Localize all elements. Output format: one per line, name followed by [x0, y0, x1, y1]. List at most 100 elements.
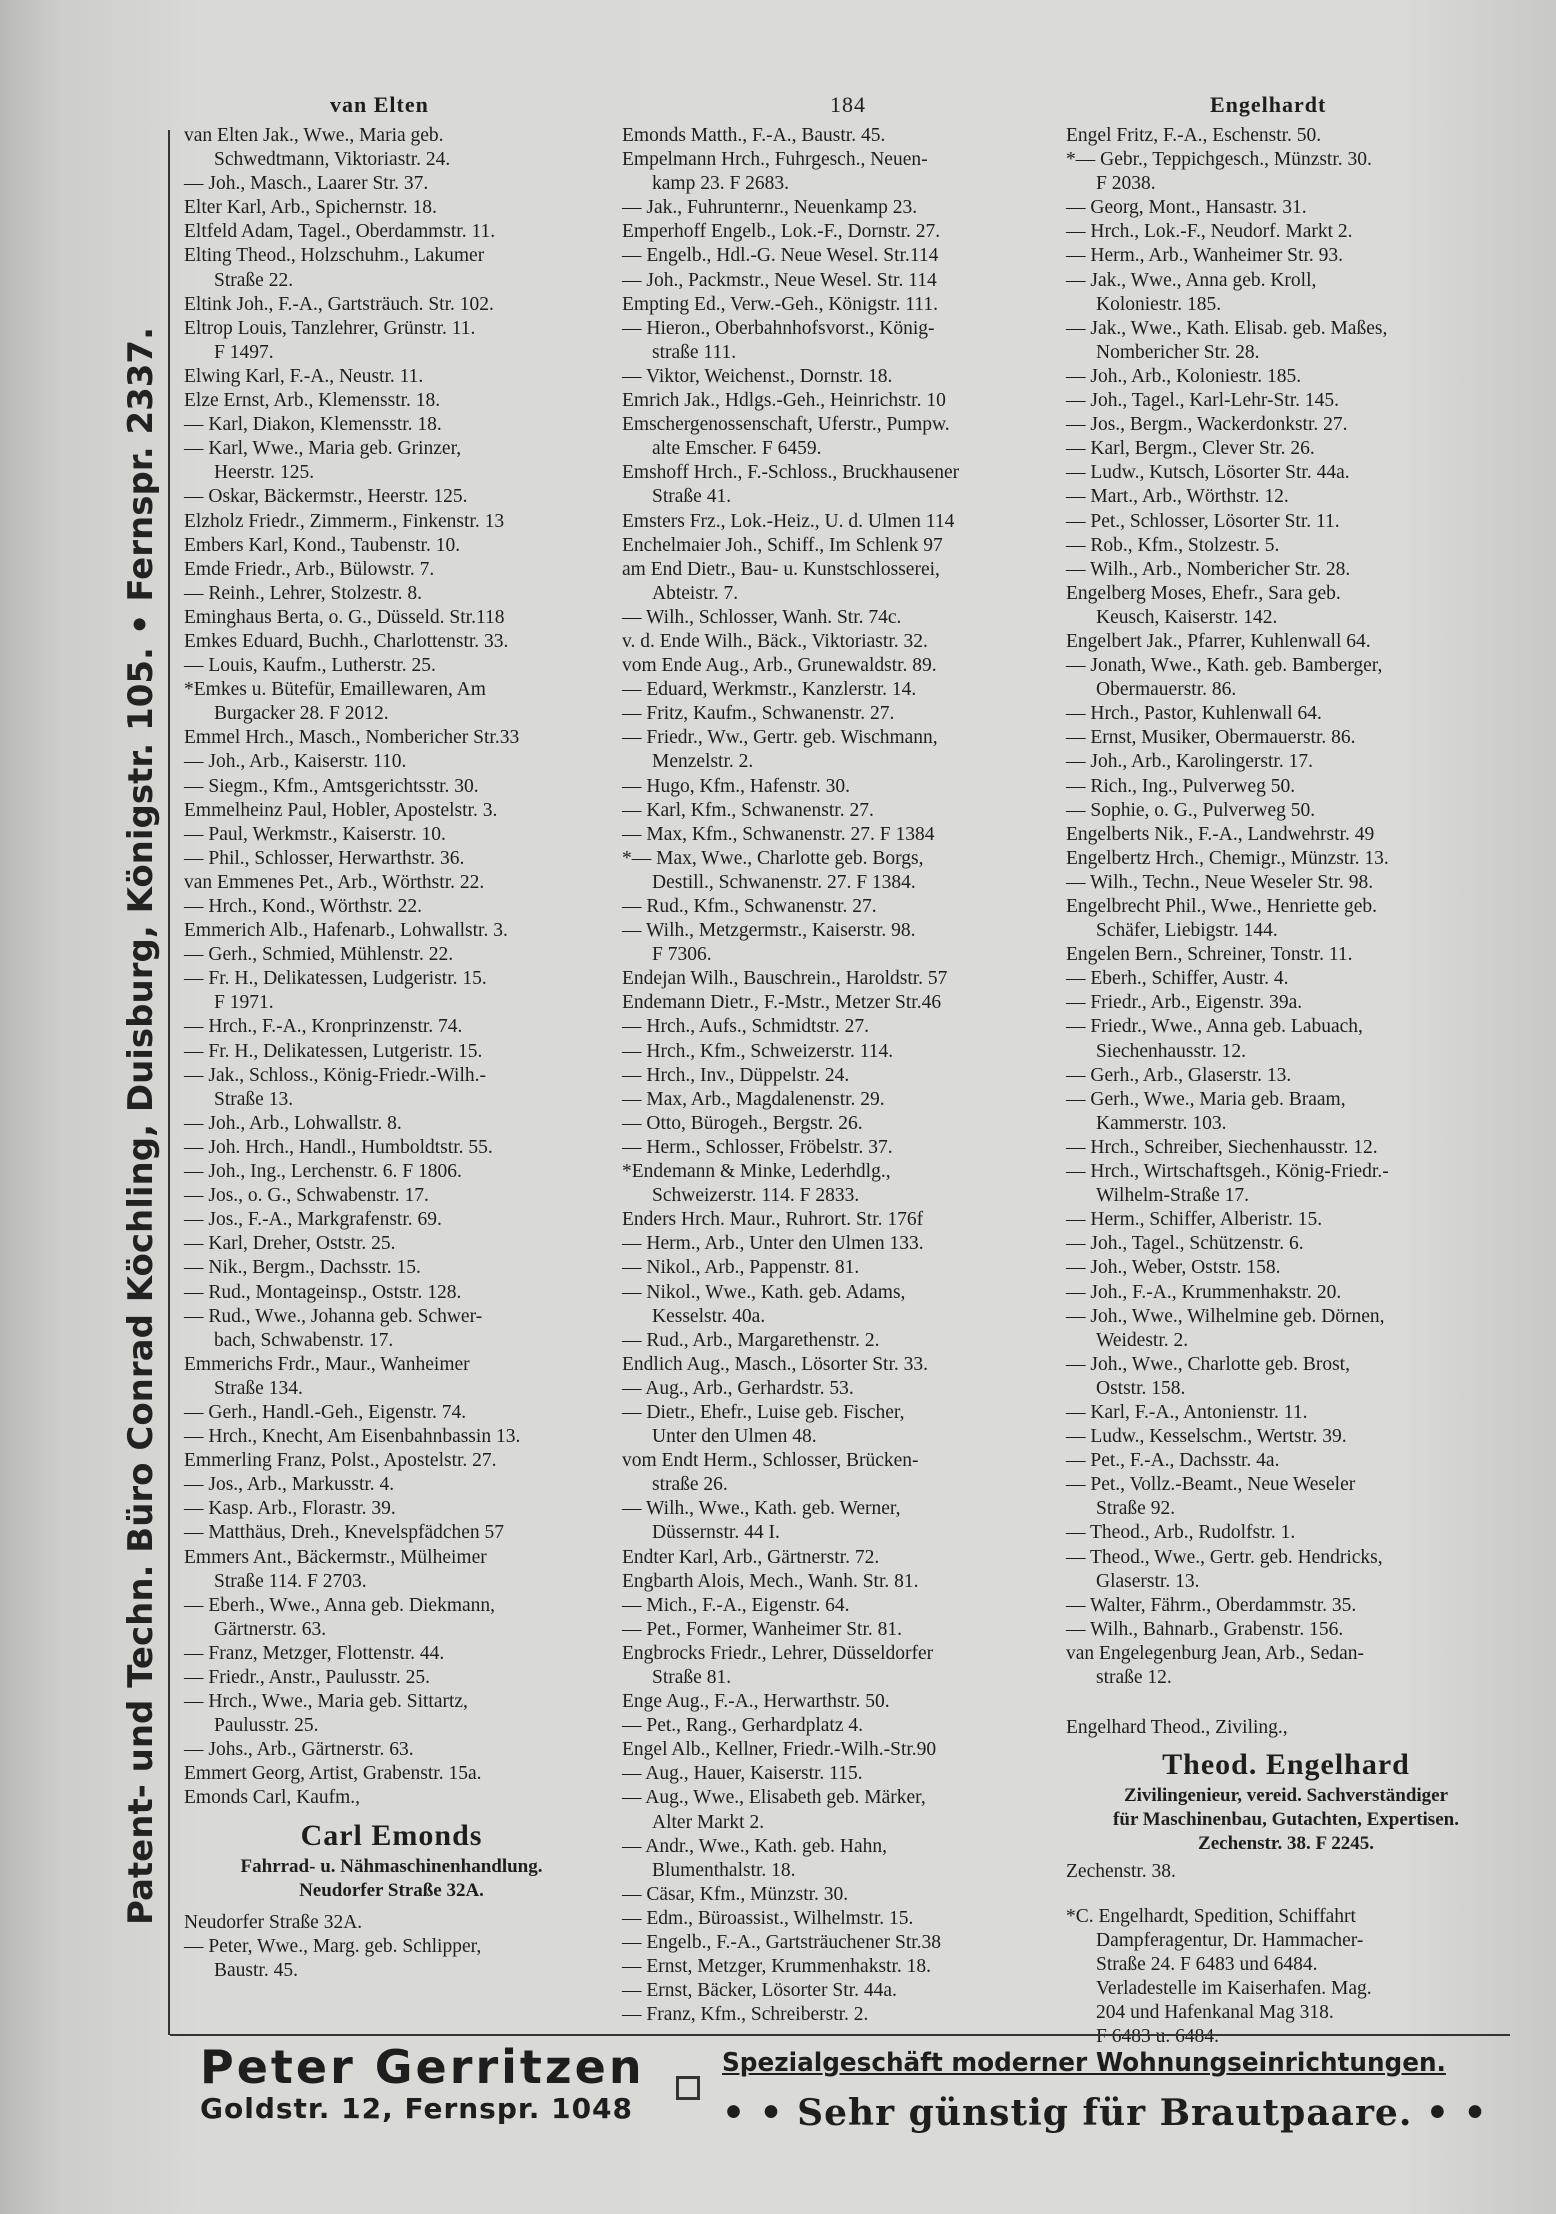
entry-line: — Cäsar, Kfm., Münzstr. 30.	[622, 1883, 849, 1905]
entry: Emmerichs Frdr., Maur., Wanheimer Straße …	[184, 1353, 599, 1401]
entry: — Nikol., Wwe., Kath. geb. Adams, Kessels…	[622, 1281, 1052, 1329]
entry: Emmelheinz Paul, Hobler, Apostelstr. 3.	[184, 799, 599, 823]
entry: — Friedr., Anstr., Paulusstr. 25.	[184, 1666, 599, 1690]
entry-line: Straße 41.	[652, 486, 732, 508]
entry-line: — Karl, F.-A., Antonienstr. 11.	[1066, 1401, 1308, 1423]
entry: — Rud., Kfm., Schwanenstr. 27.	[622, 895, 1052, 919]
entry-line: — Franz, Metzger, Flottenstr. 44.	[184, 1642, 445, 1664]
entry-line: — Joh. Hrch., Handl., Humboldtstr. 55.	[184, 1136, 493, 1158]
entry: — Siegm., Kfm., Amtsgerichtsstr. 30.	[184, 775, 599, 799]
entry-line: Straße 114. F 2703.	[214, 1570, 367, 1592]
side-advert: Patent- und Techn. Büro Conrad Köchling,…	[121, 326, 161, 1926]
entry: Elter Karl, Arb., Spichernstr. 18.	[184, 196, 599, 220]
entry-line: Dampferagentur, Dr. Hammacher-	[1096, 1929, 1364, 1951]
entry-line: — Phil., Schlosser, Herwarthstr. 36.	[184, 847, 465, 869]
entry: — Johs., Arb., Gärtnerstr. 63.	[184, 1738, 599, 1762]
entry-line: Empelmann Hrch., Fuhrgesch., Neuen-	[622, 149, 928, 171]
entry: — Gerh., Arb., Glaserstr. 13.	[1066, 1064, 1506, 1088]
entry-line: Endejan Wilh., Bauschrein., Haroldstr. 5…	[622, 968, 948, 990]
advert-line: Fahrrad- u. Nähmaschinenhandlung.	[240, 1855, 543, 1877]
advert-name: Carl Emonds	[300, 1818, 483, 1852]
entry-line: — Karl, Kfm., Schwanenstr. 27.	[622, 799, 874, 821]
entry-line: *— Gebr., Teppichgesch., Münzstr. 30.	[1066, 149, 1372, 171]
column: Emonds Matth., F.-A., Baustr. 45. Empelma…	[622, 124, 1052, 2027]
entry-line: — Herm., Arb., Wanheimer Str. 93.	[1066, 245, 1343, 267]
header-left: van Elten	[330, 92, 429, 117]
entry: Engelbertz Hrch., Chemigr., Münzstr. 13.	[1066, 847, 1506, 871]
entry: — Hrch., Kfm., Schweizerstr. 114.	[622, 1040, 1052, 1064]
entry-line: Straße 92.	[1096, 1498, 1176, 1520]
entry-line: — Rich., Ing., Pulverweg 50.	[1066, 775, 1296, 797]
entry: Endlich Aug., Masch., Lösorter Str. 33.	[622, 1353, 1052, 1377]
entry: — Wilh., Arb., Nombericher Str. 28.	[1066, 558, 1506, 582]
entry-line: — Max, Kfm., Schwanenstr. 27. F 1384	[622, 823, 935, 845]
entry-line: Elter Karl, Arb., Spichernstr. 18.	[184, 197, 437, 219]
entry-line: Engelberg Moses, Ehefr., Sara geb.	[1066, 582, 1341, 604]
entry-line: — Theod., Arb., Rudolfstr. 1.	[1066, 1522, 1296, 1544]
entry-line: — Wilh., Techn., Neue Weseler Str. 98.	[1066, 871, 1374, 893]
entry-line: — Jos., Bergm., Wackerdonkstr. 27.	[1066, 414, 1348, 436]
entry-line: alte Emscher. F 6459.	[652, 438, 822, 460]
entry: — Franz, Metzger, Flottenstr. 44.	[184, 1642, 599, 1666]
entry: — Jos., Bergm., Wackerdonkstr. 27.	[1066, 413, 1506, 437]
entry: — Herm., Schiffer, Alberistr. 15.	[1066, 1208, 1506, 1232]
entry-line: Düssernstr. 44 I.	[652, 1522, 780, 1544]
entry-line: straße 12.	[1096, 1667, 1172, 1688]
entry: — Joh., Arb., Lohwallstr. 8.	[184, 1112, 599, 1136]
entry-line: — Joh., Arb., Kaiserstr. 110.	[184, 751, 407, 773]
entry-line: Unter den Ulmen 48.	[652, 1426, 817, 1448]
entry: — Pet., F.-A., Dachsstr. 4a.	[1066, 1449, 1506, 1473]
entry-line: Koloniestr. 185.	[1096, 293, 1222, 315]
entry: — Paul, Werkmstr., Kaiserstr. 10.	[184, 823, 599, 847]
entry: — Rob., Kfm., Stolzestr. 5.	[1066, 534, 1506, 558]
entry: — Gerh., Handl.-Geh., Eigenstr. 74.	[184, 1401, 599, 1425]
advert-line: Zechenstr. 38. F 2245.	[1198, 1833, 1374, 1855]
entry: — Franz, Kfm., Schreiberstr. 2.	[622, 2003, 1052, 2027]
entry-line: vom Endt Herm., Schlosser, Brücken-	[622, 1450, 919, 1472]
entry: Elwing Karl, F.-A., Neustr. 11.	[184, 365, 599, 389]
entry: — Hrch., Inv., Düppelstr. 24.	[622, 1064, 1052, 1088]
entry: — Pet., Former, Wanheimer Str. 81.	[622, 1618, 1052, 1642]
entry-line: Engelhard Theod., Ziviling.,	[1066, 1717, 1288, 1739]
entry-line: Elting Theod., Holzschuhm., Lakumer	[184, 245, 485, 267]
entry-line: — Hrch., Pastor, Kuhlenwall 64.	[1066, 703, 1322, 725]
entry: — Joh., Weber, Oststr. 158.	[1066, 1256, 1506, 1280]
entry: Engbrocks Friedr., Lehrer, Düsseldorfer S…	[622, 1642, 1052, 1690]
entry: Enchelmaier Joh., Schiff., Im Schlenk 97	[622, 534, 1052, 558]
entry: — Wilh., Metzgermstr., Kaiserstr. 98. F 7…	[622, 919, 1052, 967]
entry: Empelmann Hrch., Fuhrgesch., Neuen-kamp …	[622, 148, 1052, 196]
entry-line: — Rud., Montageinsp., Oststr. 128.	[184, 1281, 462, 1303]
entry-line: — Wilh., Arb., Nombericher Str. 28.	[1066, 558, 1351, 580]
entry-line: — Georg, Mont., Hansastr. 31.	[1066, 197, 1307, 219]
entry-line: — Aug., Hauer, Kaiserstr. 115.	[622, 1763, 863, 1785]
entry-line: *C. Engelhardt, Spedition, Schiffahrt	[1066, 1905, 1356, 1927]
entry-line: — Pet., Vollz.-Beamt., Neue Weseler	[1066, 1474, 1356, 1496]
entry-line: Emrich Jak., Hdlgs.-Geh., Heinrichstr. 1…	[622, 390, 946, 412]
entry: — Andr., Wwe., Kath. geb. Hahn, Blumentha…	[622, 1835, 1052, 1883]
entry-line: — Dietr., Ehefr., Luise geb. Fischer,	[622, 1401, 905, 1423]
footer-address: Goldstr. 12, Fernspr. 1048	[200, 2092, 634, 2125]
entry-line: — Joh., Packmstr., Neue Wesel. Str. 114	[622, 269, 937, 291]
entry-line: — Kasp. Arb., Florastr. 39.	[184, 1498, 396, 1520]
entry: — Joh., Arb., Koloniestr. 185.	[1066, 365, 1506, 389]
entry: — Nikol., Arb., Pappenstr. 81.	[622, 1256, 1052, 1280]
entry-line: Emonds Carl, Kaufm.,	[184, 1787, 361, 1809]
entry-line: Engelbertz Hrch., Chemigr., Münzstr. 13.	[1066, 847, 1389, 869]
entry-line: — Aug., Arb., Gerhardstr. 53.	[622, 1377, 854, 1399]
entry: — Karl, Bergm., Clever Str. 26.	[1066, 437, 1506, 461]
entry: Endemann Dietr., F.-Mstr., Metzer Str.46	[622, 991, 1052, 1015]
entry-line: Eminghaus Berta, o. G., Düsseld. Str.118	[184, 606, 505, 628]
entry: — Rich., Ing., Pulverweg 50.	[1066, 775, 1506, 799]
entry-line: — Joh., Masch., Laarer Str. 37.	[184, 173, 429, 195]
entry: Engelen Bern., Schreiner, Tonstr. 11.	[1066, 943, 1506, 967]
entry-line: vom Ende Aug., Arb., Grunewaldstr. 89.	[622, 655, 937, 677]
entry: — Joh. Hrch., Handl., Humboldtstr. 55.	[184, 1136, 599, 1160]
footer-rule	[170, 2034, 1510, 2036]
entry-line: Eltink Joh., F.-A., Gartsträuch. Str. 10…	[184, 293, 494, 315]
entry-line: Eltfeld Adam, Tagel., Oberdammstr. 11.	[184, 221, 496, 243]
entry-line: — Jak., Wwe., Kath. Elisab. geb. Maßes,	[1066, 317, 1388, 339]
entry: — Theod., Arb., Rudolfstr. 1.	[1066, 1521, 1506, 1545]
entry: — Friedr., Arb., Eigenstr. 39a.	[1066, 991, 1506, 1015]
entry-line: — Pet., Schlosser, Lösorter Str. 11.	[1066, 510, 1340, 532]
entry: Engel Fritz, F.-A., Eschenstr. 50.	[1066, 124, 1506, 148]
